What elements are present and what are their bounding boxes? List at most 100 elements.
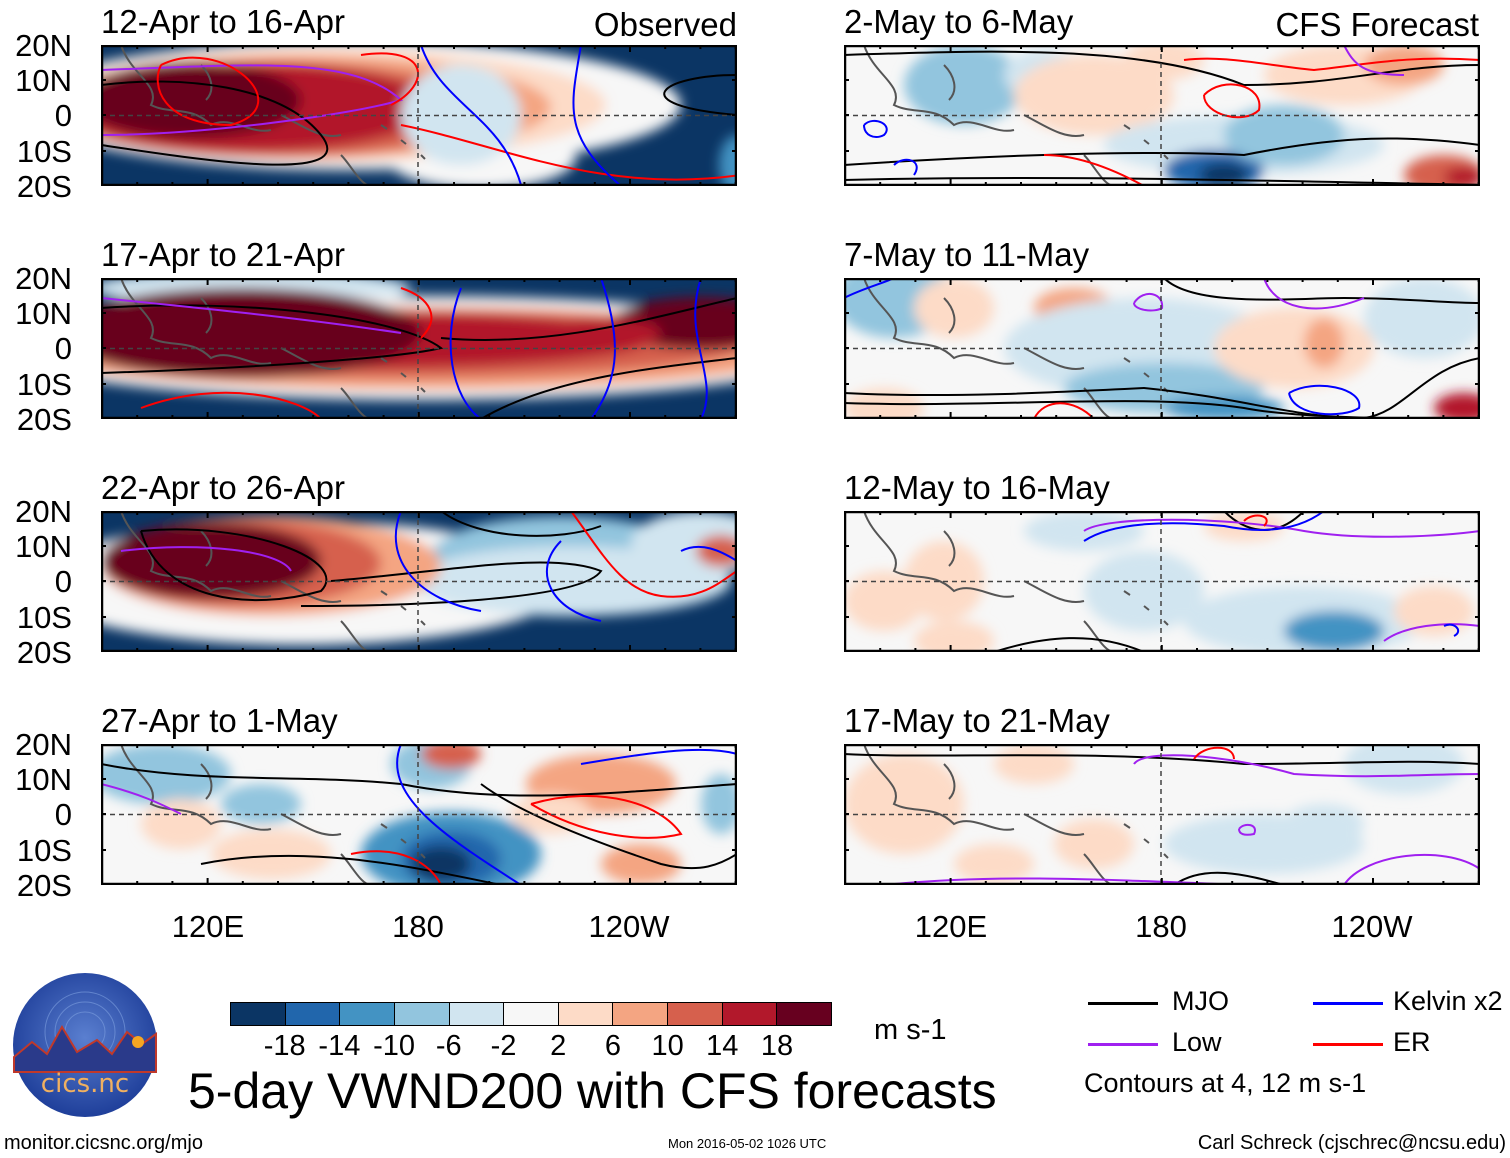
lat-tick-label: 20S: [16, 402, 72, 437]
lat-tick-label: 0: [54, 98, 72, 133]
colorbar-swatch: [449, 1003, 505, 1025]
wind-anomaly-region: [101, 288, 421, 378]
colorbar-swatch: [504, 1003, 559, 1025]
contour-line: [1263, 278, 1365, 310]
wind-anomaly-region: [1284, 804, 1364, 844]
contour-line: [1383, 623, 1480, 642]
wind-anomaly-region: [844, 571, 924, 631]
colorbar-units: m s-1: [874, 1014, 947, 1046]
legend-label: ER: [1393, 1027, 1431, 1057]
lat-tick-label: 20N: [15, 261, 72, 296]
panel-title: 12-May to 16-May: [844, 469, 1110, 506]
colorbar-tick-label: -10: [373, 1030, 416, 1062]
coastline: [120, 278, 426, 419]
panel-title: 27-Apr to 1-May: [101, 702, 338, 739]
wind-anomaly-region: [719, 135, 737, 186]
lat-tick-label: 10N: [15, 529, 72, 564]
colorbar-tick-label: -14: [318, 1030, 361, 1062]
wind-anomaly-region: [541, 318, 661, 348]
contour-line: [1083, 518, 1480, 538]
contour-line: [300, 561, 603, 607]
lat-tick-label: 20S: [16, 868, 72, 903]
contour-line: [1183, 57, 1480, 72]
cics-logo: cics.nc: [12, 972, 158, 1118]
wind-anomaly-region: [1394, 586, 1474, 636]
contour-line: [1238, 823, 1256, 836]
lat-tick-label: 20N: [15, 494, 72, 529]
map-panel: [101, 744, 737, 885]
colorbar-tick-label: 10: [651, 1030, 684, 1062]
colorbar-tick-label: -2: [490, 1030, 517, 1062]
lat-tick-label: 10S: [16, 833, 72, 868]
footer-timestamp: Mon 2016-05-02 1026 UTC: [668, 1136, 827, 1151]
colorbar-swatch: [722, 1003, 778, 1025]
contour-line: [993, 637, 1145, 652]
map-panel: [101, 511, 737, 652]
colorbar-swatch: [340, 1003, 395, 1025]
contour-line: [680, 545, 737, 562]
contour-note: Contours at 4, 12 m s-1: [1084, 1068, 1367, 1098]
lat-tick-label: 10S: [16, 134, 72, 169]
lon-tick-label: 120E: [171, 909, 245, 944]
panel-title: 17-May to 21-May: [844, 702, 1110, 739]
coastline: [120, 45, 426, 186]
lat-tick-label: 20S: [16, 169, 72, 204]
contour-line: [844, 50, 1480, 87]
column-label: Observed: [593, 6, 737, 43]
wind-anomaly-region: [1054, 819, 1134, 869]
contour-line: [1243, 514, 1268, 527]
contour-line: [449, 278, 708, 419]
wind-anomaly-region: [1344, 744, 1464, 794]
lat-tick-label: 0: [54, 797, 72, 832]
contour-line: [844, 137, 1480, 166]
wind-anomaly-region: [914, 278, 994, 338]
colorbar-swatch: [231, 1003, 286, 1025]
contour-line: [1163, 278, 1480, 304]
legend-line-low: [1088, 1043, 1158, 1046]
wind-anomaly-region: [701, 774, 737, 834]
footer-url[interactable]: monitor.cicsnc.org/mjo: [4, 1132, 203, 1154]
contour-line: [394, 511, 602, 622]
map-panel: [844, 278, 1480, 419]
logo-text: cics.nc: [41, 1069, 129, 1099]
wind-anomaly-region: [1284, 611, 1384, 651]
wind-anomaly-region: [904, 45, 1024, 125]
panel-frame: [844, 744, 1480, 885]
lat-tick-label: 10N: [15, 63, 72, 98]
contour-line: [420, 45, 622, 186]
colorbar-tick-label: 2: [550, 1030, 567, 1062]
colorbar-tick-label: 18: [760, 1030, 794, 1062]
legend-line-er: [1313, 1043, 1383, 1046]
contour-line: [1043, 154, 1145, 186]
panel-frame: [844, 511, 1480, 652]
wind-anomaly-region: [1434, 393, 1480, 419]
panel-frame: [844, 45, 1480, 186]
wind-anomaly-region: [101, 523, 321, 599]
wind-anomaly-region: [844, 754, 964, 854]
coastline: [120, 744, 426, 885]
contour-line: [883, 877, 1245, 885]
colorbar-swatch: [613, 1003, 669, 1025]
contour-line: [1083, 511, 1325, 542]
panel-frame: [101, 744, 737, 885]
lat-tick-label: 20S: [16, 635, 72, 670]
contour-line: [1133, 293, 1164, 312]
wind-anomaly-region: [601, 844, 681, 884]
colorbar-tick-label: -18: [263, 1030, 306, 1062]
contour-line: [440, 297, 737, 341]
coastline: [863, 278, 1169, 419]
panel-title: 12-Apr to 16-Apr: [101, 3, 345, 40]
colorbar-swatch: [394, 1003, 450, 1025]
wind-anomaly-region: [1164, 396, 1284, 419]
colorbar: [230, 1002, 832, 1026]
lat-tick-label: 20N: [15, 28, 72, 63]
lon-tick-label: 180: [392, 909, 444, 944]
panel-title: 2-May to 6-May: [844, 3, 1074, 40]
wind-anomaly-region: [211, 829, 331, 879]
wind-anomaly-region: [1224, 105, 1344, 165]
contour-line: [396, 744, 737, 885]
footer-author: Carl Schreck (cjschrec@ncsu.edu): [1197, 1132, 1506, 1154]
contour-line: [101, 297, 402, 334]
contour-line: [1033, 402, 1095, 419]
column-label: CFS Forecast: [1275, 6, 1479, 43]
